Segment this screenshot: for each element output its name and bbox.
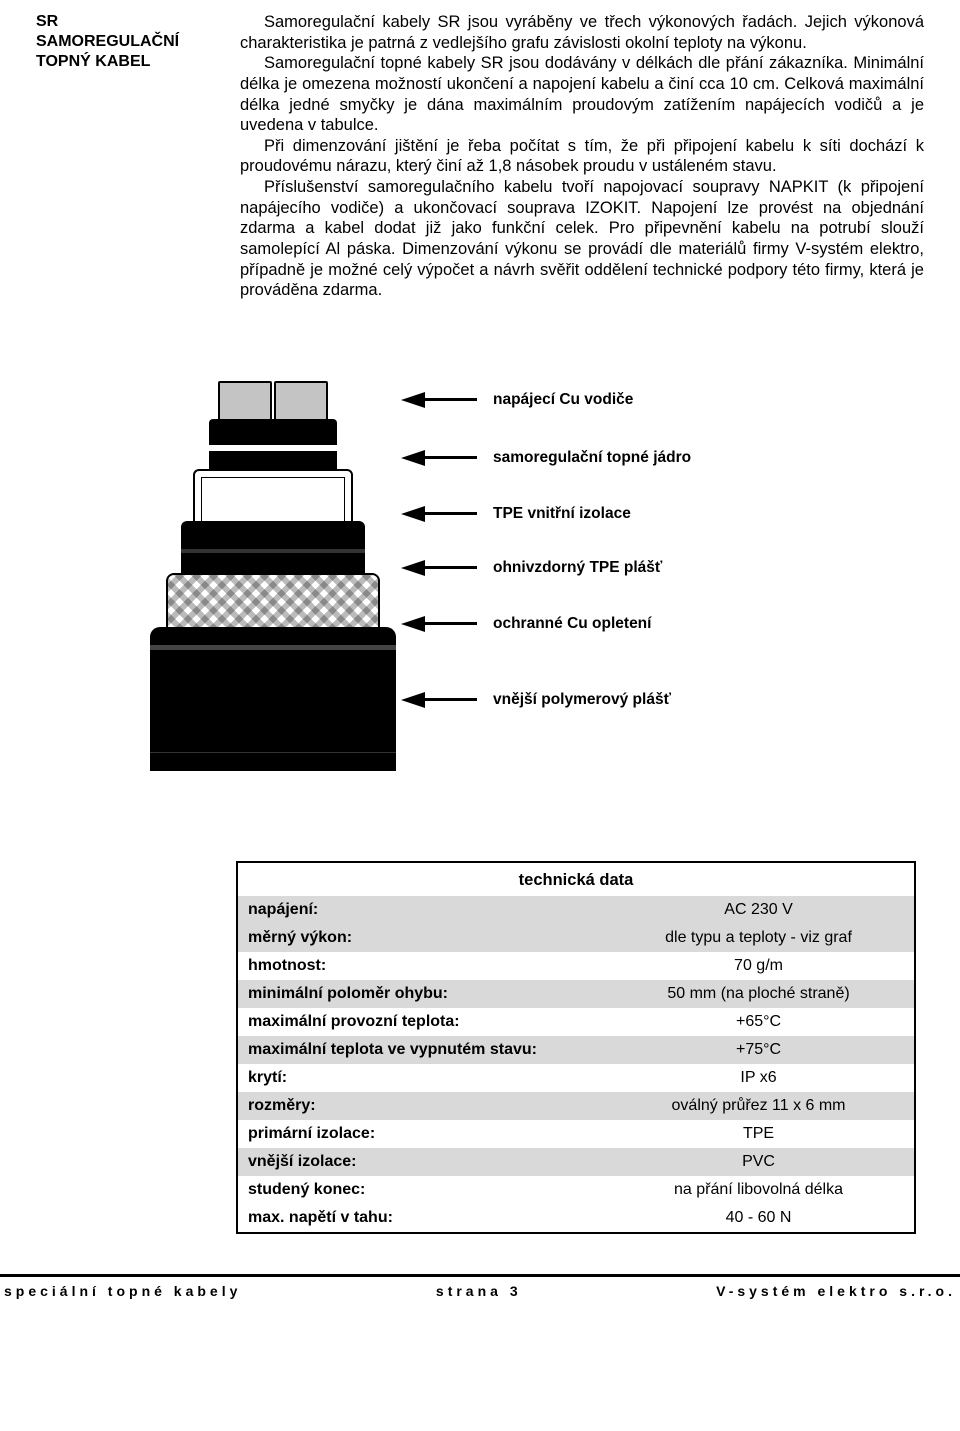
table-row: rozměry:oválný průřez 11 x 6 mm <box>238 1092 914 1120</box>
callout: ochranné Cu opletení <box>401 615 651 633</box>
table-row: studený konec:na přání libovolná délka <box>238 1176 914 1204</box>
spec-value: +65°C <box>603 1008 914 1036</box>
paragraph: Příslušenství samoregulačního kabelu tvo… <box>240 177 924 301</box>
spec-key: maximální teplota ve vypnutém stavu: <box>238 1036 603 1064</box>
callout-label: napájecí Cu vodiče <box>493 391 633 409</box>
table-row: primární izolace:TPE <box>238 1120 914 1148</box>
footer-right: V-systém elektro s.r.o. <box>716 1283 956 1299</box>
arrow-left-icon <box>401 692 425 708</box>
spec-key: minimální poloměr ohybu: <box>238 980 603 1008</box>
callout-label: ochranné Cu opletení <box>493 615 651 633</box>
callout-label: vnější polymerový plášť <box>493 691 671 709</box>
arrow-left-icon <box>401 506 425 522</box>
callout: samoregulační topné jádro <box>401 449 691 467</box>
table-row: krytí:IP x6 <box>238 1064 914 1092</box>
cable-cross-section-diagram: napájecí Cu vodiče samoregulační topné j… <box>146 371 846 801</box>
table-row: hmotnost:70 g/m <box>238 952 914 980</box>
description-text: Samoregulační kabely SR jsou vyráběny ve… <box>240 12 924 301</box>
spec-key: max. napětí v tahu: <box>238 1204 603 1232</box>
footer-left: speciální topné kabely <box>4 1283 241 1299</box>
table-row: minimální poloměr ohybu:50 mm (na ploché… <box>238 980 914 1008</box>
table-row: max. napětí v tahu:40 - 60 N <box>238 1204 914 1232</box>
arrow-left-icon <box>401 560 425 576</box>
spec-value: dle typu a teploty - viz graf <box>603 924 914 952</box>
arrow-left-icon <box>401 392 425 408</box>
spec-value: 50 mm (na ploché straně) <box>603 980 914 1008</box>
paragraph: Při dimenzování jištění je řeba počítat … <box>240 136 924 177</box>
heading-line: SAMOREGULAČNÍ <box>36 32 216 52</box>
page-footer: speciální topné kabely strana 3 V-systém… <box>0 1274 960 1309</box>
section-heading: SR SAMOREGULAČNÍ TOPNÝ KABEL <box>36 12 216 301</box>
spec-value: oválný průřez 11 x 6 mm <box>603 1092 914 1120</box>
table-row: maximální provozní teplota:+65°C <box>238 1008 914 1036</box>
spec-key: měrný výkon: <box>238 924 603 952</box>
spec-value: +75°C <box>603 1036 914 1064</box>
callout-label: samoregulační topné jádro <box>493 449 691 467</box>
spec-value: AC 230 V <box>603 896 914 924</box>
spec-value: TPE <box>603 1120 914 1148</box>
footer-page-number: strana 3 <box>436 1283 522 1299</box>
callout: vnější polymerový plášť <box>401 691 671 709</box>
callout-label: TPE vnitřní izolace <box>493 505 631 523</box>
spec-value: PVC <box>603 1148 914 1176</box>
spec-value: IP x6 <box>603 1064 914 1092</box>
callout: napájecí Cu vodiče <box>401 391 633 409</box>
spec-key: hmotnost: <box>238 952 603 980</box>
spec-key: studený konec: <box>238 1176 603 1204</box>
table-row: měrný výkon:dle typu a teploty - viz gra… <box>238 924 914 952</box>
spec-value: 70 g/m <box>603 952 914 980</box>
table-row: vnější izolace:PVC <box>238 1148 914 1176</box>
spec-key: primární izolace: <box>238 1120 603 1148</box>
spec-key: napájení: <box>238 896 603 924</box>
spec-value: 40 - 60 N <box>603 1204 914 1232</box>
callout: TPE vnitřní izolace <box>401 505 631 523</box>
spec-key: rozměry: <box>238 1092 603 1120</box>
paragraph: Samoregulační kabely SR jsou vyráběny ve… <box>240 12 924 53</box>
arrow-left-icon <box>401 450 425 466</box>
technical-data-table: technická data napájení:AC 230 Vměrný vý… <box>236 861 916 1234</box>
table-row: napájení:AC 230 V <box>238 896 914 924</box>
spec-key: maximální provozní teplota: <box>238 1008 603 1036</box>
cable-icon <box>146 381 396 771</box>
callout-label: ohnivzdorný TPE plášť <box>493 559 662 577</box>
spec-value: na přání libovolná délka <box>603 1176 914 1204</box>
callout: ohnivzdorný TPE plášť <box>401 559 662 577</box>
arrow-left-icon <box>401 616 425 632</box>
heading-line: TOPNÝ KABEL <box>36 52 216 72</box>
paragraph: Samoregulační topné kabely SR jsou dodáv… <box>240 53 924 136</box>
heading-line: SR <box>36 12 216 32</box>
table-row: maximální teplota ve vypnutém stavu:+75°… <box>238 1036 914 1064</box>
spec-key: krytí: <box>238 1064 603 1092</box>
spec-key: vnější izolace: <box>238 1148 603 1176</box>
table-title: technická data <box>238 863 914 896</box>
